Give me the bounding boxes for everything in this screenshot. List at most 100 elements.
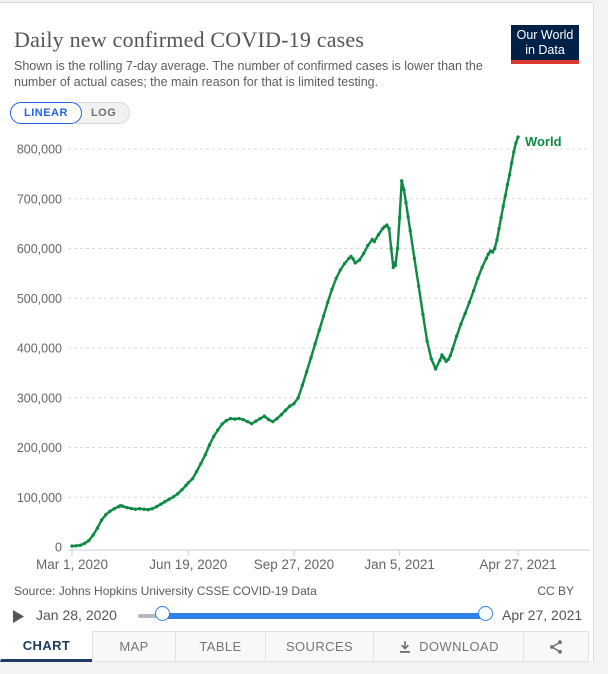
data-point-marker — [83, 541, 87, 545]
data-point-marker — [159, 502, 163, 506]
y-axis-tick-label: 700,000 — [17, 192, 62, 206]
data-point-marker — [425, 339, 429, 343]
data-point-marker — [262, 414, 267, 418]
data-point-marker — [137, 507, 142, 511]
data-point-marker — [338, 268, 343, 272]
data-point-marker — [171, 495, 176, 499]
data-point-marker — [87, 538, 91, 543]
timeline-start-handle[interactable] — [155, 606, 170, 621]
data-point-marker — [95, 526, 100, 530]
data-point-marker — [321, 314, 326, 318]
data-point-marker — [207, 443, 212, 447]
data-point-marker — [385, 223, 389, 227]
timeline-slider-row: Jan 28, 2020 Apr 27, 2021 — [0, 603, 594, 629]
data-point-marker — [129, 506, 133, 511]
data-point-marker — [404, 201, 408, 205]
timeline-track[interactable] — [136, 603, 493, 629]
tab-table-label: TABLE — [199, 639, 242, 654]
timeline-end-label: Apr 27, 2021 — [502, 607, 583, 623]
data-point-marker — [455, 334, 459, 338]
license-link[interactable]: CC BY — [537, 584, 574, 598]
data-point-marker — [505, 183, 510, 187]
x-axis-tick-label: Jun 19, 2020 — [149, 557, 227, 572]
data-point-marker — [216, 428, 220, 432]
data-point-marker — [326, 300, 330, 304]
tab-map-label: MAP — [119, 639, 149, 654]
data-point-marker — [203, 453, 207, 457]
data-point-marker — [446, 357, 450, 362]
y-axis-tick-label: 400,000 — [17, 342, 62, 356]
data-point-marker — [176, 492, 180, 496]
data-point-marker — [74, 544, 78, 548]
data-point-marker — [376, 232, 381, 237]
tab-chart[interactable]: CHART — [0, 631, 93, 662]
data-point-marker — [406, 215, 410, 219]
tab-download[interactable]: DOWNLOAD — [373, 631, 524, 662]
data-point-marker — [154, 505, 159, 509]
data-point-marker — [91, 533, 95, 537]
tab-chart-label: CHART — [22, 638, 71, 653]
data-point-marker — [271, 419, 275, 424]
x-axis-tick-label: Sep 27, 2020 — [254, 557, 334, 572]
data-point-marker — [133, 507, 138, 511]
data-point-marker — [99, 518, 104, 522]
log-button[interactable]: LOG — [67, 102, 131, 124]
tab-share[interactable] — [523, 631, 589, 662]
y-axis-tick-label: 600,000 — [17, 242, 62, 256]
data-point-marker — [510, 161, 514, 165]
data-point-marker — [362, 251, 366, 256]
tab-map[interactable]: MAP — [92, 631, 176, 662]
data-point-marker — [317, 328, 321, 332]
data-point-marker — [211, 434, 216, 439]
linear-button[interactable]: LINEAR — [10, 102, 82, 124]
data-point-marker — [241, 417, 245, 422]
data-point-marker — [421, 312, 425, 316]
data-point-marker — [366, 243, 370, 248]
data-point-marker — [228, 416, 233, 421]
data-point-marker — [440, 353, 444, 357]
download-icon — [400, 640, 411, 653]
data-point-marker — [387, 226, 391, 231]
tab-sources[interactable]: SOURCES — [265, 631, 374, 662]
data-point-marker — [514, 141, 518, 145]
data-point-marker — [393, 263, 398, 268]
data-point-marker — [163, 500, 167, 504]
tab-table[interactable]: TABLE — [175, 631, 266, 662]
data-point-marker — [104, 513, 108, 517]
y-axis-tick-label: 0 — [55, 541, 62, 555]
owid-logo[interactable]: Our World in Data — [511, 25, 579, 64]
data-point-marker — [142, 507, 146, 511]
data-point-marker — [353, 261, 357, 265]
data-point-marker — [283, 408, 288, 412]
data-point-marker — [258, 416, 262, 421]
data-point-marker — [349, 254, 353, 259]
data-point-marker — [121, 504, 125, 508]
data-point-marker — [503, 194, 507, 198]
data-point-marker — [70, 544, 74, 548]
play-icon[interactable] — [12, 609, 25, 624]
data-point-marker — [459, 322, 463, 326]
y-axis-tick-label: 800,000 — [17, 143, 62, 157]
data-point-marker — [266, 417, 271, 422]
owid-logo-line1: Our World — [516, 28, 574, 42]
data-point-marker — [490, 250, 495, 254]
data-point-marker — [343, 261, 347, 266]
data-point-marker — [309, 356, 313, 360]
data-point-marker — [288, 404, 292, 408]
owid-chart-widget: Daily new confirmed COVID-19 cases Shown… — [0, 2, 594, 662]
x-axis-tick-label: Jan 5, 2021 — [364, 557, 435, 572]
data-point-marker — [330, 287, 334, 291]
data-point-marker — [397, 216, 402, 220]
data-point-marker — [412, 256, 417, 261]
data-point-marker — [292, 402, 296, 406]
data-point-marker — [224, 418, 228, 423]
data-point-marker — [199, 461, 203, 466]
data-point-marker — [448, 353, 453, 358]
data-point-marker — [313, 342, 317, 346]
data-point-marker — [304, 370, 309, 374]
timeline-end-handle[interactable] — [478, 606, 493, 621]
timeline-track-unselected — [138, 614, 163, 618]
data-point-marker — [471, 289, 476, 293]
timeline-start-label: Jan 28, 2020 — [36, 607, 117, 623]
data-point-marker — [150, 507, 154, 511]
